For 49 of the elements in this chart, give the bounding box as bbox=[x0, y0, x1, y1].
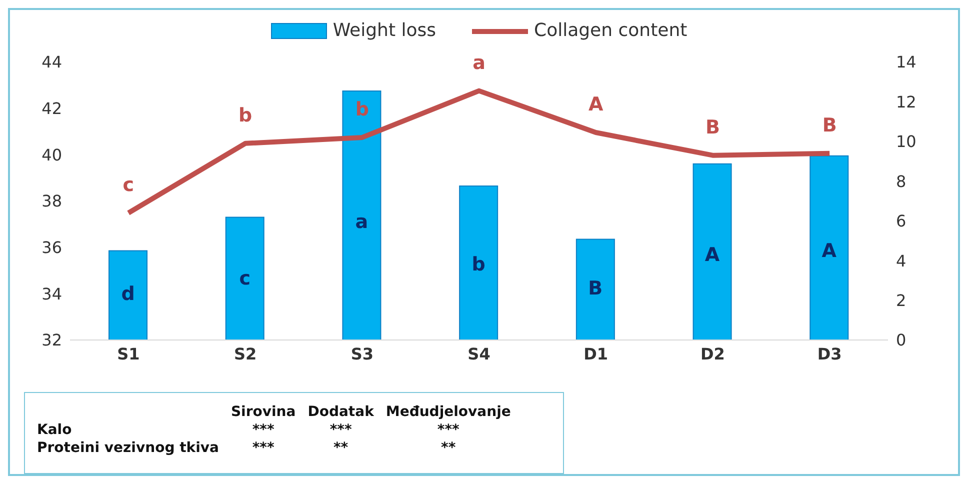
legend-label: Collagen content bbox=[534, 20, 688, 41]
y2-tick-label: 8 bbox=[896, 172, 906, 191]
x-tick-label: D3 bbox=[817, 344, 842, 364]
data-label: b bbox=[238, 104, 252, 126]
x-tick-label: S4 bbox=[468, 344, 490, 364]
data-label: a bbox=[355, 210, 368, 233]
x-tick-label: S1 bbox=[117, 344, 140, 364]
data-label: a bbox=[472, 52, 486, 74]
y-tick-label: 42 bbox=[42, 99, 62, 118]
text: Proteini vezivnog tkiva bbox=[36, 439, 220, 457]
y2-tick-label: 4 bbox=[896, 251, 906, 270]
y-tick-label: 34 bbox=[42, 284, 62, 304]
x-tick-label: S2 bbox=[234, 344, 257, 364]
data-label: b bbox=[472, 254, 486, 276]
text: *** bbox=[251, 439, 276, 457]
y2-tick-label: 10 bbox=[896, 132, 916, 152]
data-label: c bbox=[122, 174, 134, 196]
y-tick-label: 38 bbox=[42, 192, 62, 211]
y2-tick-label: 12 bbox=[896, 92, 916, 112]
text: Sirovina bbox=[230, 403, 297, 421]
data-label: c bbox=[239, 268, 250, 290]
y-tick-label: 32 bbox=[42, 330, 62, 350]
data-label: A bbox=[588, 93, 604, 116]
data-label: A bbox=[822, 240, 837, 262]
text: *** bbox=[436, 421, 460, 439]
text: ** bbox=[332, 439, 350, 457]
text: Kalo bbox=[36, 421, 73, 439]
data-label: B bbox=[822, 114, 837, 136]
x-tick-label: D1 bbox=[584, 344, 608, 364]
legend-label: Weight loss bbox=[332, 20, 436, 41]
data-label: A bbox=[704, 244, 720, 266]
text: Međudjelovanje bbox=[384, 403, 512, 421]
text: ** bbox=[440, 439, 457, 457]
y-tick-label: 44 bbox=[42, 52, 62, 72]
data-label: B bbox=[588, 278, 603, 300]
y2-tick-label: 14 bbox=[896, 52, 916, 72]
x-tick-label: S3 bbox=[350, 344, 374, 364]
text: *** bbox=[328, 421, 353, 439]
y-tick-label: 36 bbox=[42, 238, 62, 258]
data-label: d bbox=[121, 282, 135, 305]
y2-tick-label: 0 bbox=[896, 330, 906, 350]
y2-tick-label: 2 bbox=[896, 290, 906, 310]
data-label: b bbox=[355, 98, 369, 120]
text: *** bbox=[251, 421, 276, 439]
y2-tick-label: 6 bbox=[896, 212, 906, 231]
y-tick-label: 40 bbox=[42, 145, 62, 164]
x-tick-label: D2 bbox=[700, 344, 725, 364]
data-label: B bbox=[705, 116, 720, 138]
text: Dodatak bbox=[306, 403, 375, 421]
